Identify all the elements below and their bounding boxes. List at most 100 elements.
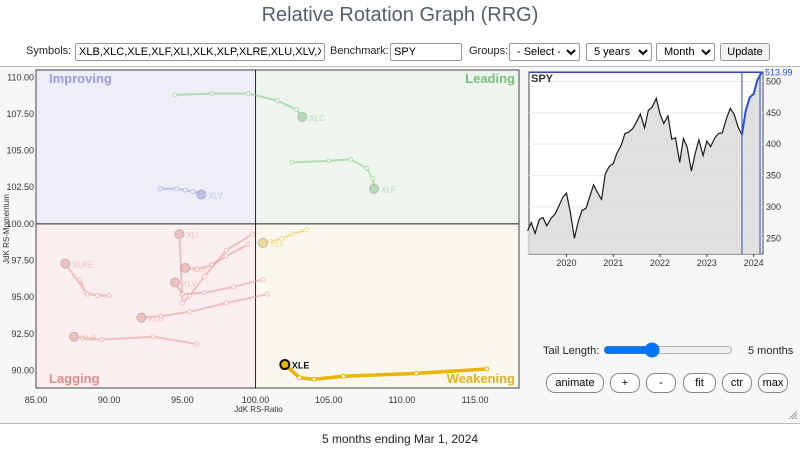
tail-length-slider[interactable]: [603, 343, 733, 357]
tail-point: [223, 253, 229, 259]
tail-point: [157, 313, 163, 319]
tail-point: [348, 156, 354, 162]
tail-point: [414, 370, 420, 376]
symbols-input[interactable]: [75, 43, 325, 61]
tail-label-xli: XLI: [186, 231, 198, 240]
spy-last-value-label: 513.99: [765, 68, 793, 78]
animate-button[interactable]: animate: [546, 373, 604, 393]
tail-xle: XLE: [279, 359, 490, 382]
tail-point: [223, 300, 229, 306]
lagging-quadrant: [36, 223, 256, 388]
benchmark-label: Benchmark:: [330, 45, 389, 57]
tail-xlp: XLP: [180, 241, 251, 274]
tail-point: [231, 284, 237, 290]
tail-label-xlf: XLF: [381, 186, 396, 195]
quadrant-label-improving: Improving: [49, 71, 112, 86]
spy-x-tick-label: 2022: [650, 258, 670, 268]
center-button[interactable]: ctr: [722, 373, 752, 393]
y-tick-label: 110.00: [7, 72, 34, 82]
tail-point: [179, 291, 185, 297]
tail-point: [182, 187, 188, 193]
spy-y-tick-label: 450: [766, 108, 781, 118]
spy-x-tick-label: 2020: [556, 258, 576, 268]
tail-length-value: 5 months: [748, 345, 794, 357]
frequency-select[interactable]: Monthly: [656, 43, 715, 61]
zoom-out-button[interactable]: -: [646, 373, 676, 393]
tail-head-xlf: [369, 183, 380, 194]
tail-point: [174, 186, 180, 192]
tail-point: [484, 366, 490, 372]
tail-point: [294, 107, 300, 113]
tail-point: [289, 159, 295, 165]
y-tick-label: 105.00: [6, 146, 34, 156]
spy-y-tick-label: 350: [766, 171, 781, 181]
plot-border: [35, 69, 520, 389]
quadrant-label-leading: Leading: [465, 71, 515, 86]
spy-y-tick-label: 250: [766, 233, 781, 243]
x-tick-label: 105.00: [315, 395, 343, 405]
quadrant-label-weakening: Weakening: [447, 371, 515, 386]
spy-y-tick-label: 500: [766, 76, 781, 86]
tail-point: [172, 92, 178, 98]
tail-head-xlv: [170, 277, 181, 288]
page-title: Relative Rotation Graph (RRG): [261, 4, 539, 26]
tail-point: [150, 334, 156, 340]
tail-line-xle: [283, 362, 489, 381]
tail-point: [296, 375, 302, 381]
y-tick-label: 97.50: [11, 256, 34, 266]
spy-x-tick-label: 2024: [744, 258, 764, 268]
controls-bar: Symbols: Benchmark: Groups: - Select - 5…: [0, 40, 800, 64]
spy-x-tick-label: 2023: [697, 258, 717, 268]
tail-label-xlre: XLRE: [72, 260, 93, 269]
tail-head-xly: [196, 189, 207, 200]
tail-label-xlu: XLU: [148, 315, 164, 324]
max-button[interactable]: max: [758, 373, 788, 393]
groups-select[interactable]: - Select -: [509, 43, 580, 61]
tail-point: [245, 241, 251, 247]
fit-button[interactable]: fit: [683, 373, 716, 393]
tail-head-xlb: [69, 331, 80, 342]
tail-point: [99, 337, 105, 343]
tail-head-xle: [279, 359, 291, 371]
tail-point: [289, 231, 295, 237]
tail-label-xle: XLE: [292, 361, 310, 371]
tail-point: [179, 300, 185, 306]
tail-label-xlb: XLB: [81, 334, 96, 343]
weakening-quadrant: [255, 223, 519, 388]
tail-xly: XLY: [157, 186, 224, 201]
update-button[interactable]: Update: [720, 43, 770, 61]
spy-chart-title: SPY: [531, 73, 554, 85]
tail-point: [80, 335, 86, 341]
period-select[interactable]: 5 years: [586, 43, 652, 61]
tail-length-label: Tail Length:: [543, 345, 600, 357]
tail-xlk: XLK: [257, 227, 310, 249]
x-tick-label: 110.00: [388, 395, 415, 405]
tail-point: [84, 291, 90, 297]
period-footer: 5 months ending Mar 1, 2024: [321, 432, 479, 446]
spy-x-tick-label: 2021: [603, 258, 623, 268]
benchmark-input[interactable]: [390, 43, 462, 61]
tail-label-xlv: XLV: [182, 279, 197, 288]
tail-xlv: XLV: [170, 277, 266, 297]
tail-point: [157, 186, 163, 192]
tail-point: [209, 262, 215, 268]
y-tick-label: 102.50: [6, 182, 34, 192]
tail-point: [187, 309, 193, 315]
tail-point: [106, 293, 112, 299]
tail-head-xli: [174, 229, 185, 240]
x-tick-label: 115.00: [462, 395, 489, 405]
tail-label-xlc: XLC: [309, 114, 325, 123]
tail-point: [260, 277, 266, 283]
tail-head-xlc: [297, 111, 308, 122]
groups-label: Groups:: [469, 45, 509, 57]
tail-label-xlk: XLK: [270, 240, 286, 249]
tail-head-xlp: [180, 262, 191, 273]
tail-head-xlk: [257, 237, 268, 248]
tail-point: [194, 341, 200, 347]
tail-point: [340, 373, 346, 379]
zoom-in-button[interactable]: +: [610, 373, 640, 393]
tail-label-xlp: XLP: [192, 265, 207, 274]
leading-quadrant: [255, 70, 519, 224]
